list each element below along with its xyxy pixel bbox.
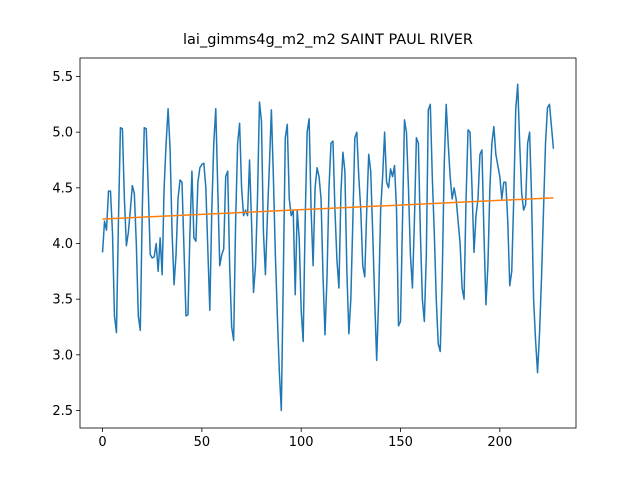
- x-tick-label: 150: [388, 435, 413, 450]
- x-tick-label: 200: [487, 435, 512, 450]
- y-tick-label: 3.0: [52, 348, 73, 363]
- y-tick-label: 4.5: [52, 181, 73, 196]
- y-tick-label: 5.5: [52, 70, 73, 85]
- y-tick-label: 5.0: [52, 126, 73, 141]
- x-tick-label: 100: [289, 435, 314, 450]
- chart-title: lai_gimms4g_m2_m2 SAINT PAUL RIVER: [183, 32, 473, 48]
- data-line: [101, 83, 555, 412]
- y-tick-label: 3.5: [52, 293, 73, 308]
- x-tick-label: 50: [194, 435, 211, 450]
- y-tick-label: 2.5: [52, 404, 73, 419]
- x-tick-label: 0: [98, 435, 106, 450]
- y-tick-label: 4.0: [52, 237, 73, 252]
- plot-frame: [79, 57, 577, 429]
- data-line: [102, 197, 554, 220]
